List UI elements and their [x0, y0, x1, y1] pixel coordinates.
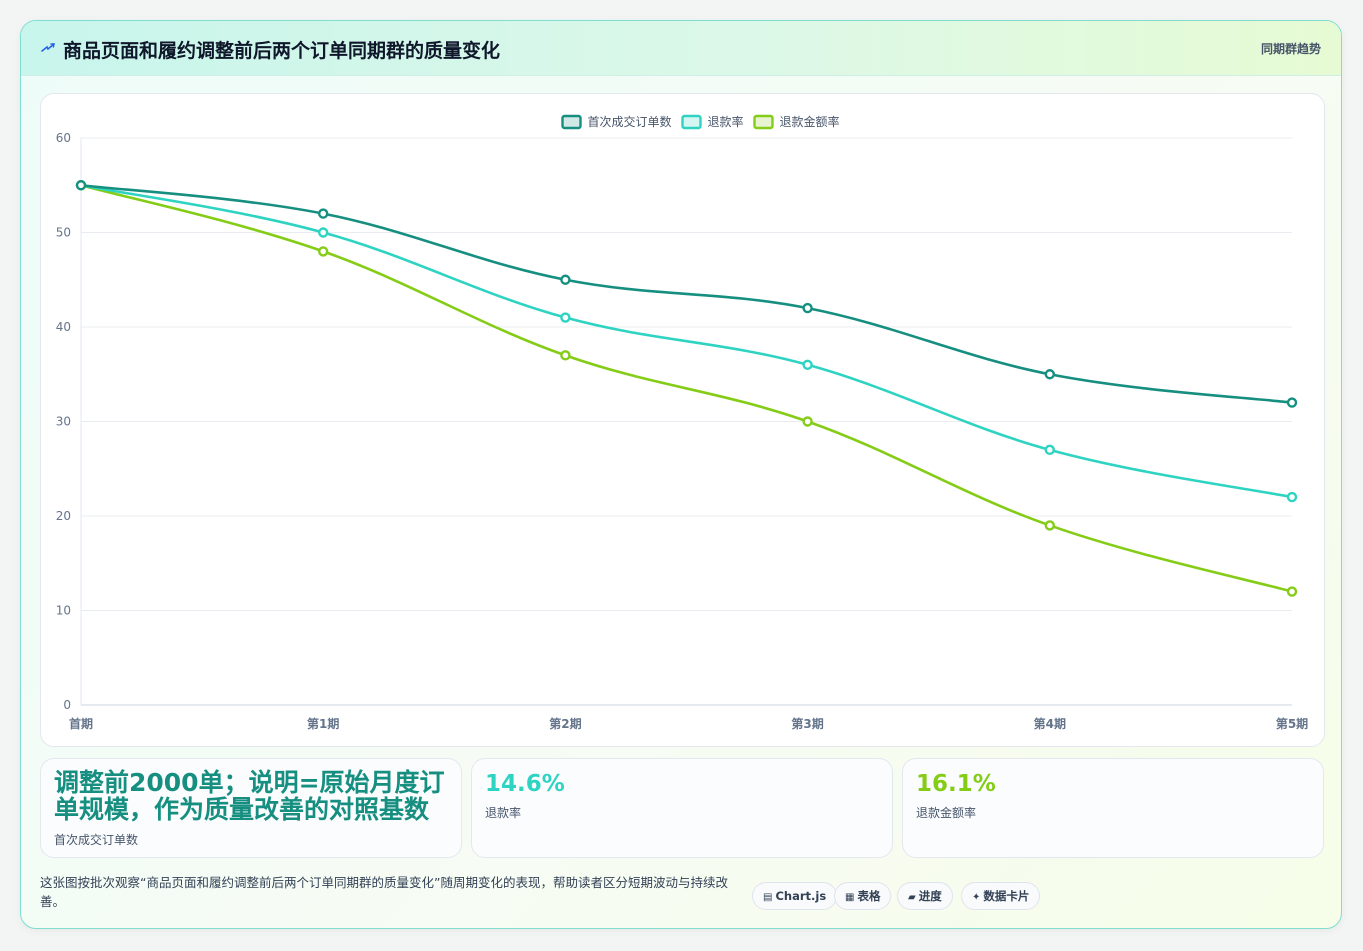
x-tick-label: 第1期: [307, 716, 339, 731]
series-line: [79, 183, 1294, 593]
stat-label-orders: 首次成交订单数: [54, 833, 139, 847]
pill-label: 表格: [857, 889, 881, 903]
legend-swatch: [753, 114, 774, 130]
data-point: [802, 416, 813, 427]
stat-value-refund-rate: 14.6%: [485, 771, 565, 797]
pill-label: 进度: [918, 889, 942, 903]
chart-panel: 0 10 20 30 40 50 60 首期 第1期 第2期 第3期 第4期 第5期 首次成交订单数 退款率…: [40, 93, 1325, 747]
data-point: [1286, 586, 1298, 597]
x-tick-label: 第4期: [1034, 716, 1066, 731]
table-icon: ▦: [845, 892, 855, 903]
pill-chartjs[interactable]: ▤ Chart.js: [752, 882, 838, 910]
pill-table[interactable]: ▦ 表格: [834, 882, 892, 910]
pill-label: 数据卡片: [983, 889, 1030, 903]
data-point: [1286, 397, 1298, 408]
y-tick-label: 30: [56, 415, 71, 429]
stat-card-refund-amount-rate: 16.1% 退款金额率: [902, 758, 1324, 858]
data-point: [75, 180, 87, 191]
data-point: [1286, 491, 1298, 503]
data-point: [560, 312, 571, 323]
sparkle-icon: ✦: [972, 892, 981, 903]
stat-value-refund-amount-rate: 16.1%: [916, 771, 996, 797]
legend-label: 首次成交订单数: [588, 114, 672, 129]
chart-icon: ▤: [763, 892, 773, 903]
line-chart: 0 10 20 30 40 50 60 首期 第1期 第2期 第3期 第4期 第5期 首次成交订单数 退款率…: [56, 114, 1308, 731]
data-point: [560, 274, 571, 285]
y-tick-label: 40: [56, 320, 71, 334]
pill-progress[interactable]: ▰ 进度: [897, 882, 953, 910]
data-point: [560, 350, 571, 361]
stat-card-refund-rate: 14.6% 退款率: [471, 758, 893, 858]
series-line: [79, 183, 1294, 499]
pill-data-card[interactable]: ✦ 数据卡片: [961, 882, 1041, 910]
series-line: [79, 183, 1294, 404]
y-tick-label: 50: [56, 226, 71, 240]
stat-value-orders: 调整前2000单；说明=原始月度订单规模，作为质量改善的对照基数: [54, 768, 445, 824]
stat-card-orders: 调整前2000单；说明=原始月度订单规模，作为质量改善的对照基数 首次成交订单数: [40, 758, 462, 858]
y-tick-label: 20: [56, 509, 71, 523]
x-tick-label: 第5期: [1276, 716, 1308, 731]
y-tick-label: 10: [56, 604, 71, 618]
x-tick-label: 第3期: [791, 716, 823, 731]
data-point: [802, 302, 813, 314]
legend-swatch: [561, 114, 582, 130]
legend-label: 退款金额率: [780, 114, 840, 129]
data-point: [318, 246, 329, 257]
stat-label-refund-rate: 退款率: [485, 806, 522, 820]
data-point: [1044, 520, 1055, 531]
x-tick-label: 第2期: [549, 716, 581, 731]
legend-swatch: [681, 114, 702, 130]
data-point: [318, 208, 329, 219]
chart-type-tag: 同期群趋势: [1260, 42, 1321, 56]
x-tick-label: 首期: [69, 716, 93, 731]
legend-label: 退款率: [708, 114, 744, 129]
chart-card: 商品页面和履约调整前后两个订单同期群的质量变化 同期群趋势 0 10 20 30 40 5…: [20, 20, 1342, 929]
card-header: 商品页面和履约调整前后两个订单同期群的质量变化 同期群趋势: [21, 21, 1341, 76]
data-point: [802, 359, 813, 370]
data-point: [1044, 369, 1055, 380]
progress-icon: ▰: [908, 892, 916, 903]
data-point: [318, 227, 329, 238]
y-tick-label: 0: [63, 698, 71, 712]
pill-label: Chart.js: [775, 889, 827, 903]
stats-row: 调整前2000单；说明=原始月度订单规模，作为质量改善的对照基数 首次成交订单数…: [40, 758, 1325, 858]
stat-label-refund-amount-rate: 退款金额率: [916, 806, 977, 820]
lightning-icon: [41, 43, 55, 52]
y-tick-label: 60: [56, 131, 71, 145]
data-point: [1044, 444, 1055, 456]
chart-description: 这张图按批次观察“商品页面和履约调整前后两个订单同期群的质量变化”随周期变化的表…: [40, 875, 728, 909]
page-title: 商品页面和履约调整前后两个订单同期群的质量变化: [63, 40, 501, 62]
